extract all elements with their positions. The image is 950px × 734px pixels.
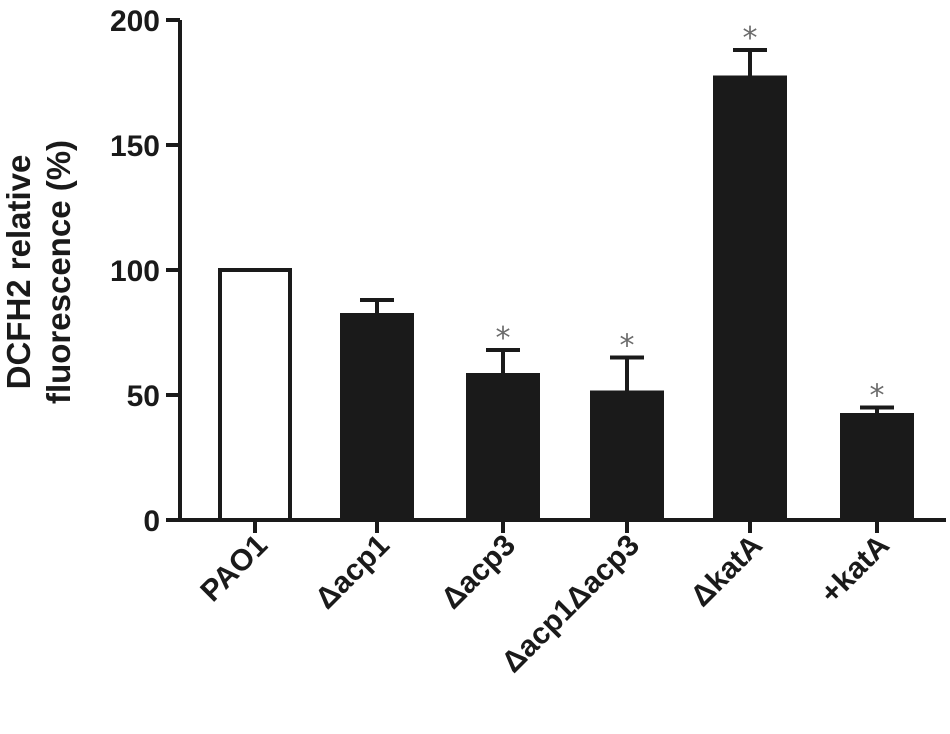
y-axis-label: DCFH2 relative fluorescence (%): [0, 140, 77, 404]
bar-4: [713, 75, 787, 522]
bar-2: [466, 373, 540, 522]
bars: [218, 75, 914, 522]
x-label-0: PAO1: [194, 529, 274, 609]
x-label-1: Δacp1: [309, 529, 396, 616]
y-tick-label-100: 100: [110, 255, 160, 288]
bar-1: [340, 313, 414, 522]
x-label-4: ΔkatA: [684, 529, 769, 614]
bar-5: [840, 413, 914, 522]
y-axis-label-line-2: fluorescence (%): [40, 140, 77, 404]
x-axis-ticks: [253, 520, 879, 533]
significance-star-3: *: [620, 329, 635, 364]
bar-0: [218, 268, 292, 522]
significance-star-5: *: [870, 379, 885, 414]
x-label-5: +katA: [814, 529, 896, 611]
bar-3: [590, 390, 664, 522]
significance-markers: * * * *: [496, 21, 885, 414]
y-tick-label-50: 50: [127, 380, 160, 413]
y-tick-label-150: 150: [110, 130, 160, 163]
x-label-2: Δacp3: [435, 529, 522, 616]
y-axis-label-line-1: DCFH2 relative: [0, 155, 37, 390]
y-tick-label-0: 0: [143, 505, 160, 538]
error-bars: [360, 48, 894, 415]
significance-star-4: *: [743, 21, 758, 56]
y-axis-ticks: 0 50 100 150 200: [110, 5, 180, 538]
y-tick-label-200: 200: [110, 5, 160, 38]
significance-star-2: *: [496, 321, 511, 356]
